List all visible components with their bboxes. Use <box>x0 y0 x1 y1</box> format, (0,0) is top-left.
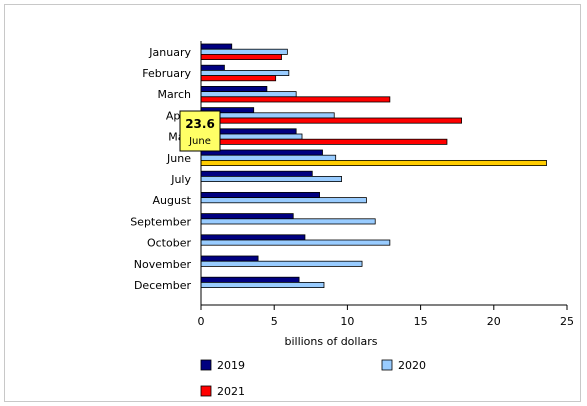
bar-december-2019[interactable] <box>200 276 300 283</box>
category-label-june: June <box>166 152 191 165</box>
legend: 2019 2020 2021 <box>200 359 426 398</box>
bar-november-2019[interactable] <box>200 255 259 262</box>
bars <box>200 43 547 288</box>
tooltip-box <box>179 110 221 152</box>
tooltip-category: June <box>188 136 211 147</box>
bar-april-2020[interactable] <box>200 112 335 119</box>
tooltip-value: 23.6 <box>185 117 215 131</box>
bar-march-2019[interactable] <box>200 86 268 93</box>
bar-january-2019[interactable] <box>200 43 233 50</box>
x-tick-label-10: 10 <box>340 315 354 328</box>
category-label-march: March <box>157 88 191 101</box>
x-tick-label-5: 5 <box>271 315 278 328</box>
legend-swatch-2019 <box>200 359 212 371</box>
bar-october-2019[interactable] <box>200 234 306 241</box>
legend-label-2020: 2020 <box>398 359 426 372</box>
bar-august-2019[interactable] <box>200 191 320 198</box>
bar-march-2020[interactable] <box>200 91 297 98</box>
category-label-november: November <box>134 258 192 271</box>
bar-july-2020[interactable] <box>200 175 342 182</box>
x-tick-label-25: 25 <box>560 315 574 328</box>
category-label-december: December <box>134 279 192 292</box>
bar-january-2021[interactable] <box>200 54 282 61</box>
category-label-january: January <box>148 46 191 59</box>
x-axis: 0 5 10 15 20 25 <box>198 41 574 328</box>
x-tick-label-20: 20 <box>487 315 501 328</box>
x-tick-label-15: 15 <box>414 315 428 328</box>
bar-october-2020[interactable] <box>200 239 391 246</box>
category-label-february: February <box>142 67 191 80</box>
category-label-october: October <box>147 237 191 250</box>
x-tick-label-0: 0 <box>198 315 205 328</box>
bar-march-2021[interactable] <box>200 96 391 103</box>
bar-february-2019[interactable] <box>200 64 225 71</box>
category-labels: JanuaryFebruaryMarchAprilMayJuneJulyAugu… <box>130 46 191 292</box>
x-axis-title: billions of dollars <box>284 335 377 348</box>
bar-february-2021[interactable] <box>200 75 277 82</box>
tooltip: 23.6 June <box>179 110 221 152</box>
bar-november-2020[interactable] <box>200 260 363 267</box>
bar-february-2020[interactable] <box>200 70 290 77</box>
bar-december-2020[interactable] <box>200 281 325 288</box>
bar-may-2021[interactable] <box>200 138 448 145</box>
chart-frame: JanuaryFebruaryMarchAprilMayJuneJulyAugu… <box>4 4 581 402</box>
legend-swatch-2021 <box>200 385 212 397</box>
legend-label-2019: 2019 <box>217 359 245 372</box>
bar-january-2020[interactable] <box>200 48 288 55</box>
category-label-july: July <box>170 173 191 186</box>
bar-september-2019[interactable] <box>200 213 294 220</box>
bar-june-2020[interactable] <box>200 154 337 161</box>
bar-september-2020[interactable] <box>200 218 376 225</box>
bar-july-2019[interactable] <box>200 170 313 177</box>
legend-swatch-2020 <box>381 359 393 371</box>
legend-label-2021: 2021 <box>217 385 245 398</box>
bar-april-2021[interactable] <box>200 117 462 124</box>
category-label-august: August <box>153 194 192 207</box>
bar-june-2021[interactable] <box>200 159 547 166</box>
bar-chart: JanuaryFebruaryMarchAprilMayJuneJulyAugu… <box>130 41 574 398</box>
category-label-september: September <box>130 215 191 228</box>
bar-august-2020[interactable] <box>200 197 367 204</box>
